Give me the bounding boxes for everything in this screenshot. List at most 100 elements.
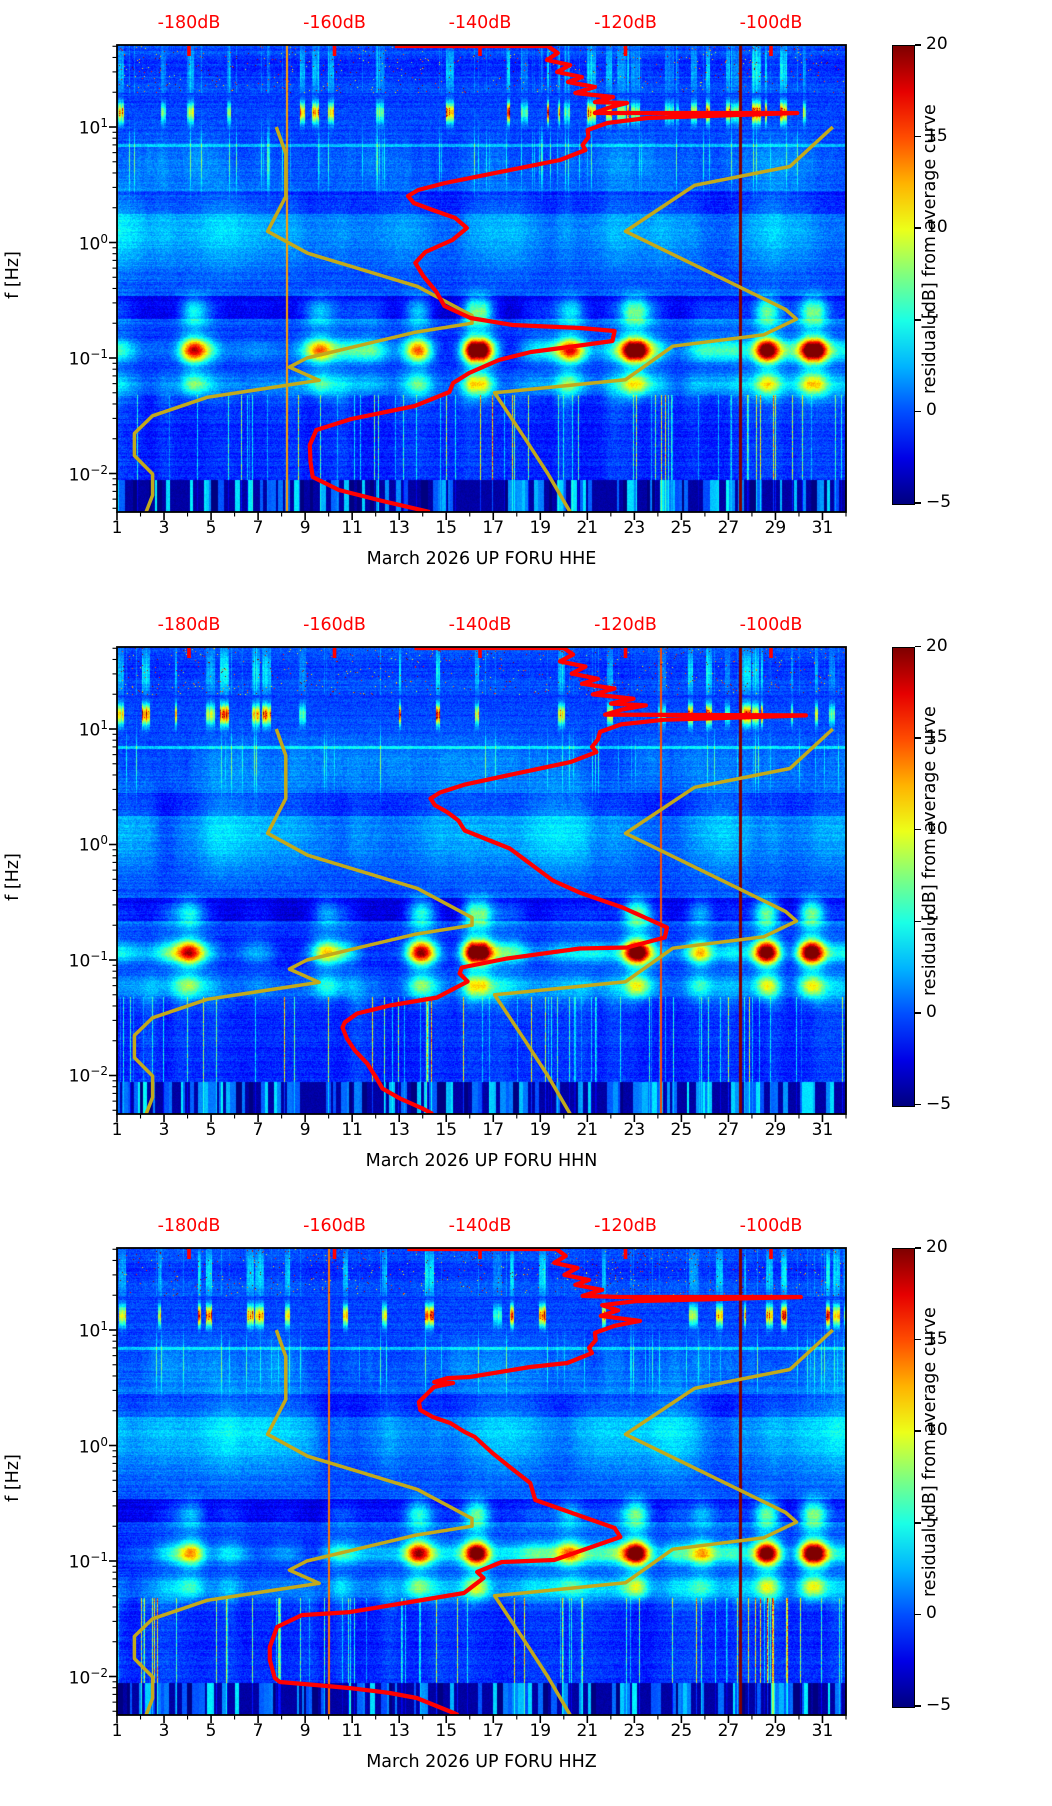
colorbar-tick-label: 10: [926, 217, 948, 238]
x-tick-label: 31: [811, 518, 834, 538]
x-tick-label: 25: [670, 1119, 693, 1140]
x-tick-label: 1: [111, 518, 123, 538]
colorbar-tick-label: 15: [926, 125, 948, 146]
colorbar-label: residual [dB] from average curve: [920, 104, 940, 394]
x-tick-label: 9: [299, 1721, 311, 1741]
x-tick-label: 23: [623, 518, 646, 538]
colorbar-tick: [915, 1338, 921, 1341]
x-tick-label: 21: [576, 518, 599, 538]
colorbar-tick: [915, 737, 921, 739]
top-axis-db-label: -180dB: [157, 13, 221, 33]
spectrogram-panel-hhe: f [Hz] residual [dB] from average curve …: [0, 0, 1052, 602]
x-tick-label: 7: [252, 1119, 264, 1140]
top-axis-db-label: -100dB: [739, 13, 803, 33]
panel-title-hhn: March 2026 UP FORU HHN: [365, 1150, 598, 1171]
x-tick-label: 5: [205, 1119, 217, 1140]
x-tick-label: 11: [341, 518, 363, 538]
colorbar-tick-label: 20: [926, 34, 948, 54]
colorbar-tick: [915, 1613, 921, 1616]
x-tick-label: 15: [435, 1721, 458, 1741]
colorbar-hhe: [892, 45, 915, 505]
x-tick-label: 29: [764, 518, 787, 538]
y-axis-label: f [Hz]: [3, 1454, 23, 1502]
colorbar-tick: [915, 410, 921, 413]
x-tick-label: 27: [717, 1119, 740, 1140]
colorbar-hhz: [892, 1248, 915, 1708]
top-axis-db-label: -140dB: [448, 1216, 512, 1236]
x-tick-label: 23: [623, 1119, 646, 1140]
y-tick-label: 101: [78, 116, 108, 139]
colorbar-hhn: [892, 646, 915, 1107]
top-axis-db-label: -120dB: [594, 13, 657, 33]
x-tick-label: 29: [764, 1721, 787, 1741]
y-tick-label: 10−2: [68, 1665, 108, 1689]
x-tick-label: 7: [252, 518, 264, 538]
x-tick-label: 27: [717, 518, 740, 538]
x-tick-label: 31: [811, 1721, 834, 1741]
spectrogram-heatmap-hhz: [117, 1248, 846, 1715]
colorbar-tick-label: 15: [926, 727, 948, 748]
y-tick-label: 101: [78, 1319, 108, 1342]
y-tick-label: 10−1: [68, 948, 108, 972]
colorbar-tick-label: −5: [926, 1093, 952, 1114]
y-tick-label: 101: [78, 717, 108, 741]
colorbar-label: residual [dB] from average curve: [920, 705, 940, 996]
x-tick-label: 19: [529, 518, 552, 538]
top-axis-db-label: -160dB: [303, 13, 366, 33]
x-tick-label: 9: [299, 518, 311, 538]
spectrogram-heatmap-hhe: [117, 45, 846, 512]
x-tick-label: 19: [529, 1721, 552, 1741]
top-axis-db-label: -180dB: [157, 1216, 221, 1236]
colorbar-tick: [915, 44, 921, 46]
top-axis-db-label: -120dB: [594, 1216, 657, 1236]
colorbar-tick-label: 5: [926, 910, 937, 931]
x-tick-label: 3: [158, 1119, 170, 1140]
colorbar-tick: [915, 1705, 921, 1707]
spectrogram-heatmap-hhn: [117, 646, 846, 1114]
x-tick-label: 19: [529, 1119, 552, 1140]
colorbar-tick: [915, 502, 921, 504]
x-tick-label: 13: [388, 1119, 410, 1140]
x-tick-label: 3: [158, 518, 170, 538]
x-tick-label: 1: [111, 1721, 123, 1741]
x-tick-label: 9: [299, 1119, 311, 1140]
x-tick-label: 3: [158, 1721, 170, 1741]
y-tick-label: 10−2: [68, 1064, 108, 1087]
colorbar-tick: [915, 828, 921, 831]
y-tick-label: 10−2: [68, 462, 108, 486]
x-tick-label: 17: [482, 1721, 505, 1741]
colorbar-tick-label: 20: [926, 1237, 948, 1257]
colorbar-tick-label: 15: [926, 1328, 948, 1349]
top-axis-db-label: -100dB: [739, 1216, 803, 1236]
colorbar-tick: [915, 1430, 921, 1432]
y-tick-label: 100: [78, 833, 108, 856]
top-axis-db-label: -180dB: [157, 614, 221, 635]
colorbar-tick-label: 20: [926, 635, 948, 656]
colorbar-tick: [915, 920, 921, 923]
colorbar-tick: [915, 1522, 921, 1524]
colorbar-tick-label: 0: [926, 1001, 937, 1022]
y-tick-label: 100: [78, 1434, 108, 1458]
colorbar-label: residual [dB] from average curve: [920, 1307, 940, 1597]
top-axis-db-label: -100dB: [739, 614, 803, 635]
colorbar-tick-label: 10: [926, 818, 948, 839]
top-axis-db-label: -160dB: [303, 1216, 366, 1236]
spectrogram-panel-hhn: f [Hz] residual [dB] from average curve …: [0, 602, 1052, 1204]
x-tick-label: 25: [670, 518, 693, 538]
x-tick-label: 7: [252, 1721, 264, 1741]
colorbar-tick: [915, 227, 921, 229]
top-axis-db-label: -140dB: [448, 614, 512, 635]
x-tick-label: 13: [388, 518, 410, 538]
top-axis-db-label: -160dB: [303, 614, 366, 635]
y-tick-label: 100: [78, 231, 108, 255]
x-tick-label: 27: [717, 1721, 740, 1741]
colorbar-tick: [915, 135, 921, 138]
colorbar-tick-label: 0: [926, 1603, 937, 1624]
colorbar-tick-label: 0: [926, 400, 937, 421]
x-tick-label: 23: [623, 1721, 646, 1741]
y-tick-label: 10−1: [68, 1550, 108, 1573]
x-tick-label: 17: [482, 1119, 505, 1140]
x-tick-label: 5: [205, 518, 217, 538]
x-tick-label: 11: [341, 1119, 363, 1140]
